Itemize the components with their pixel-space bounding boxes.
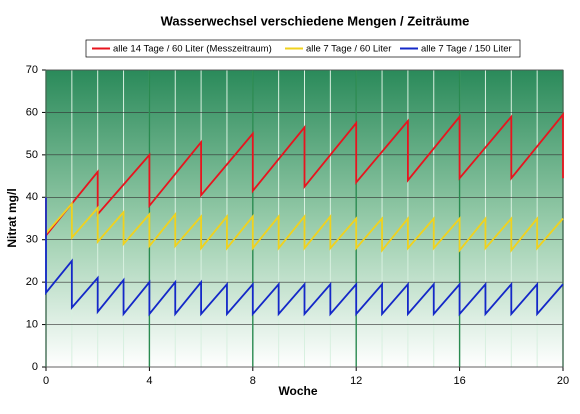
legend-label: alle 7 Tage / 150 Liter bbox=[421, 44, 512, 55]
y-tick-label: 10 bbox=[26, 318, 38, 330]
y-tick-label: 60 bbox=[26, 106, 38, 118]
x-tick-label: 0 bbox=[43, 375, 49, 387]
legend-label: alle 7 Tage / 60 Liter bbox=[306, 44, 391, 55]
x-axis-label: Woche bbox=[278, 384, 317, 398]
x-tick-label: 8 bbox=[250, 375, 256, 387]
y-axis-label: Nitrat mg/l bbox=[5, 188, 19, 247]
series-line bbox=[45, 197, 564, 253]
x-tick-label: 12 bbox=[350, 375, 362, 387]
y-tick-label: 40 bbox=[26, 191, 38, 203]
y-tick-label: 30 bbox=[26, 234, 38, 246]
x-tick-label: 16 bbox=[453, 375, 465, 387]
y-tick-label: 0 bbox=[32, 361, 38, 373]
x-tick-label: 20 bbox=[557, 375, 569, 387]
series-line bbox=[45, 197, 564, 317]
legend-label: alle 14 Tage / 60 Liter (Messzeitraum) bbox=[113, 44, 272, 55]
y-tick-label: 50 bbox=[26, 149, 38, 161]
y-tick-label: 70 bbox=[26, 64, 38, 76]
series-line bbox=[45, 112, 564, 239]
chart-title: Wasserwechsel verschiedene Mengen / Zeit… bbox=[161, 13, 470, 28]
x-tick-label: 4 bbox=[146, 375, 152, 387]
y-tick-label: 20 bbox=[26, 276, 38, 288]
